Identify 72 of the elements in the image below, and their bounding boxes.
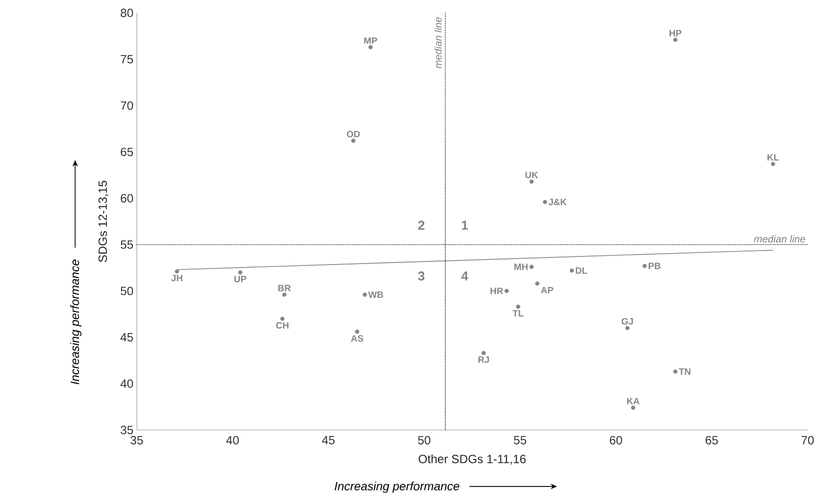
y-tick-label: 60	[120, 194, 134, 202]
series-label: UK	[525, 172, 538, 178]
point	[642, 264, 647, 268]
y-tick-label: 35	[120, 426, 133, 434]
point	[529, 264, 534, 269]
text: Increasing performance	[70, 260, 82, 384]
x-tick-label: 50	[418, 436, 430, 444]
series-label: MH	[514, 264, 528, 270]
x-tick-label: 55	[514, 436, 526, 444]
annotation: 2	[418, 220, 424, 230]
point	[770, 162, 776, 166]
point	[355, 329, 360, 334]
y-tick-label: 75	[120, 54, 133, 64]
series-label: TN	[678, 368, 690, 375]
x-tick-label: 40	[226, 436, 239, 444]
point	[529, 179, 534, 184]
ref-line-label: median line	[434, 17, 442, 68]
y-tick-label: 70	[120, 101, 134, 110]
point	[516, 304, 520, 309]
series-label: J&K	[548, 198, 567, 206]
y-tick-label: 80	[120, 8, 134, 18]
point	[673, 38, 678, 42]
series-label: JH	[171, 274, 182, 282]
series-label: KL	[768, 154, 779, 160]
series-label: KA	[627, 398, 640, 404]
series-label: OD	[346, 130, 360, 138]
series-label: HP	[670, 30, 682, 36]
x-axis-title: Other SDGs 1-11,16	[418, 454, 526, 465]
series-label: DL	[576, 267, 588, 274]
annotation: 1	[462, 220, 468, 230]
series-label: UP	[234, 276, 246, 282]
series-label: HR	[490, 288, 504, 294]
series-label: TL	[512, 310, 524, 316]
series-label: BR	[278, 284, 291, 292]
point	[570, 268, 574, 273]
y-tick-label: 50	[120, 286, 134, 296]
series-label: AS	[351, 335, 364, 342]
point	[280, 316, 285, 321]
point	[535, 281, 540, 286]
point	[174, 269, 180, 274]
point	[673, 369, 678, 374]
point	[351, 138, 356, 143]
point	[282, 292, 286, 297]
y-tick-label: 45	[120, 333, 133, 342]
point	[631, 405, 636, 410]
series-label: PB	[648, 262, 660, 269]
series-label: MP	[364, 37, 378, 44]
point	[482, 350, 486, 356]
y-tick-label: 55	[120, 240, 133, 249]
series-label: RJ	[478, 356, 489, 363]
point	[625, 326, 630, 330]
annotation: 4	[461, 271, 468, 280]
series-label: GJ	[622, 318, 633, 324]
point	[542, 200, 548, 204]
y-axis-title: SDGs 12-13,15	[98, 180, 108, 262]
x-tick-label: 65	[706, 436, 718, 444]
point	[504, 288, 509, 293]
text: Increasing performance	[334, 481, 460, 493]
series-label: WB	[368, 291, 384, 298]
annotation: 3	[418, 271, 424, 280]
x-tick-label: 60	[610, 436, 622, 444]
series-label: AP	[540, 286, 554, 294]
x-tick-label: 45	[322, 436, 335, 444]
x-tick-label: 35	[130, 436, 143, 444]
series-label: CH	[276, 322, 288, 329]
y-tick-label: 65	[120, 148, 133, 156]
x-tick-label: 70	[802, 436, 814, 444]
y-tick-label: 40	[120, 379, 134, 388]
point	[362, 292, 367, 297]
point	[368, 44, 373, 50]
ref-line-label: median line	[754, 235, 806, 242]
point	[238, 270, 242, 274]
